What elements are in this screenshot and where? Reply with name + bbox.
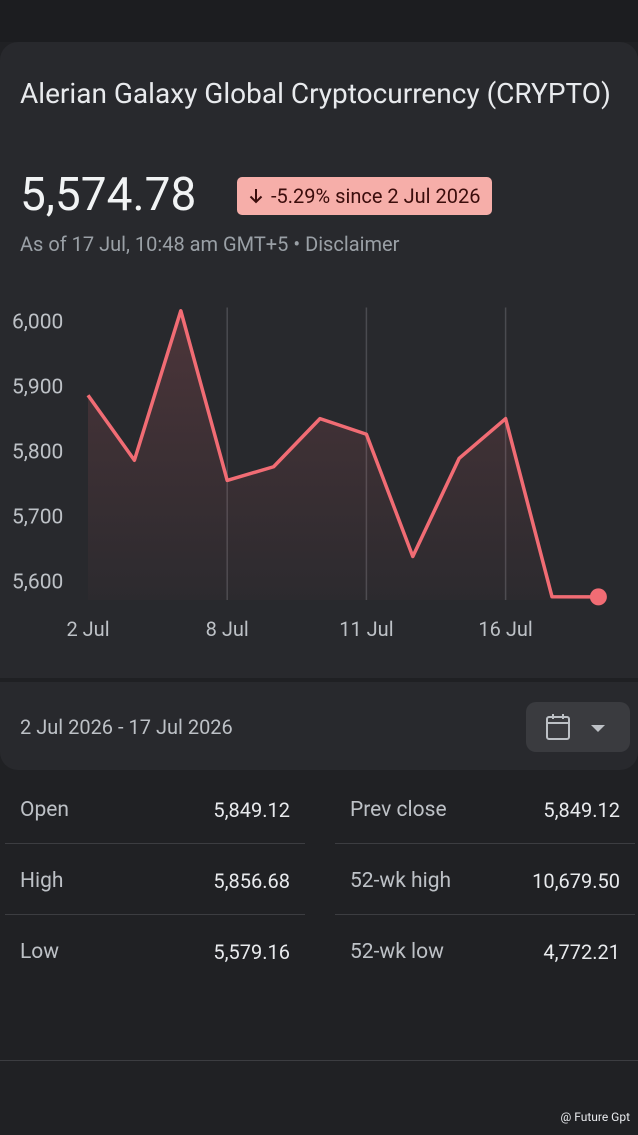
stat-value: 5,849.12	[213, 798, 290, 822]
as-of-text: As of 17 Jul, 10:48 am GMT+5	[20, 232, 289, 256]
y-tick-label: 6,000	[12, 311, 63, 335]
quote-card	[0, 42, 638, 770]
stat-label: 52-wk high	[350, 869, 452, 893]
calendar-button[interactable]	[526, 702, 630, 752]
stat-label: Open	[20, 798, 69, 822]
stat-value: 5,856.68	[213, 869, 290, 893]
separator	[0, 678, 638, 682]
divider	[0, 1060, 638, 1061]
as-of: As of 17 Jul, 10:48 am GMT+5 • Disclaime…	[20, 232, 400, 256]
price: 5,574.78	[20, 168, 197, 222]
current-point	[589, 588, 607, 606]
change-text: -5.29% since 2 Jul 2026	[271, 184, 481, 208]
stat-value: 5,579.16	[213, 940, 290, 964]
area	[88, 310, 599, 600]
x-tick-label: 16 Jul	[478, 617, 532, 641]
y-tick-label: 5,600	[12, 571, 63, 595]
divider	[335, 914, 635, 915]
title: Alerian Galaxy Global Cryptocurrency (CR…	[20, 77, 611, 110]
stat-value: 5,849.12	[543, 798, 620, 822]
calendar-icon	[546, 714, 605, 740]
stat-value: 10,679.50	[532, 869, 620, 893]
change-badge: -5.29% since 2 Jul 2026	[237, 177, 493, 215]
y-tick-label: 5,700	[12, 506, 63, 530]
stat-label: 52-wk low	[350, 940, 444, 964]
stat-label: High	[20, 869, 64, 893]
stat-label: Prev close	[350, 798, 447, 822]
y-tick-label: 5,800	[12, 441, 63, 465]
divider	[5, 843, 305, 844]
watermark: @ Future Gpt	[560, 1110, 630, 1124]
y-tick-label: 5,900	[12, 376, 63, 400]
date-range: 2 Jul 2026 - 17 Jul 2026	[20, 715, 233, 739]
stat-value: 4,772.21	[543, 940, 620, 964]
stat-label: Low	[20, 940, 60, 964]
x-tick-label: 2 Jul	[66, 617, 109, 641]
divider	[5, 914, 305, 915]
price-line	[86, 309, 599, 599]
disclaimer-link[interactable]: Disclaimer	[305, 232, 400, 256]
divider	[335, 843, 635, 844]
x-tick-label: 8 Jul	[206, 617, 249, 641]
x-tick-label: 11 Jul	[339, 617, 393, 641]
down-arrow	[249, 189, 263, 204]
top-bar	[0, 0, 638, 42]
chart: 5,600 5,700 5,800 5,900 6,000 2 Jul 8 Jul 11 Ju…	[12, 307, 607, 641]
